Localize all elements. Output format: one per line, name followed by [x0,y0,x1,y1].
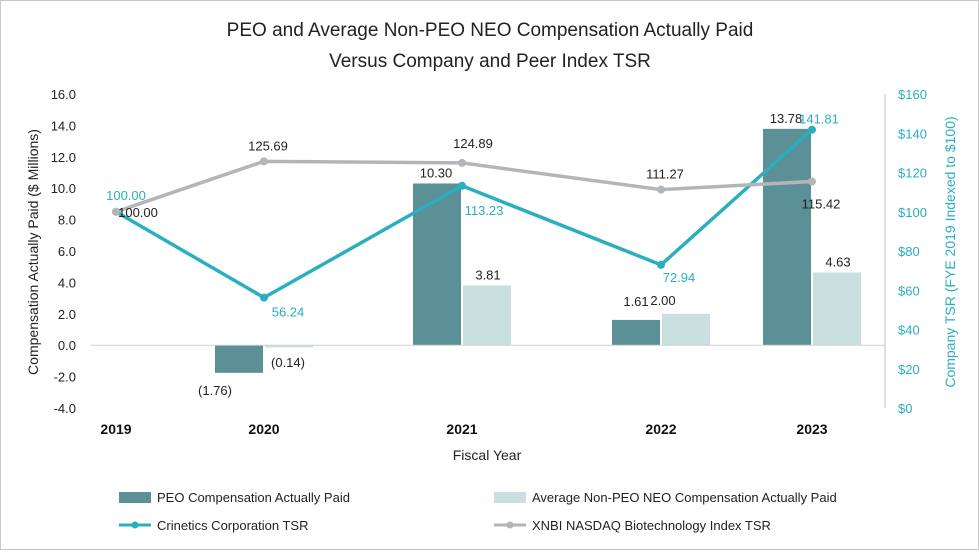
line-label-crinetics: 56.24 [272,305,305,320]
line-label-xnbi: 111.27 [646,167,684,182]
point-xnbi-tsr [657,185,665,194]
bar-non-peo [463,285,511,346]
y2-tick-label: $140 [898,126,927,141]
point-crinetics-tsr [458,181,466,190]
y2-tick-label: $40 [898,323,920,338]
legend-label-peo: PEO Compensation Actually Paid [157,490,350,505]
legend-label-crinetics: Crinetics Corporation TSR [157,518,308,533]
x-tick-label: 2023 [796,421,827,437]
line-label-crinetics: 100.00 [106,188,146,203]
bar-label-non-peo: 4.63 [825,255,850,270]
point-crinetics-tsr [260,293,268,302]
bar-peo [612,319,660,346]
line-label-crinetics: 141.81 [799,112,839,127]
y2-tick-label: $60 [898,283,920,298]
line-label-xnbi: 100.00 [118,205,158,220]
y2-tick-label: $0 [898,401,912,416]
bar-non-peo [265,345,313,348]
legend-label-xnbi: XNBI NASDAQ Biotechnology Index TSR [532,518,771,533]
bar-label-peo: (1.76) [198,383,232,398]
legend-marker-xnbi [506,521,514,529]
bar-label-peo: 13.78 [770,111,803,126]
line-label-xnbi: 115.42 [802,196,841,211]
line-label-xnbi: 124.89 [453,136,493,151]
point-crinetics-tsr [808,125,816,134]
y2-tick-label: $80 [898,244,920,259]
legend-swatch-non-peo [494,492,526,503]
y-tick-label: 6.0 [58,244,76,259]
bar-non-peo [813,272,861,346]
y-tick-label: 0.0 [58,338,76,353]
x-tick-label: 2021 [446,421,477,437]
legend-swatch-peo [119,492,151,503]
y2-axis-label: Company TSR (FYE 2019 Indexed to $100) [942,116,958,387]
chart-title-line-2: Versus Company and Peer Index TSR [329,51,651,72]
y-tick-label: 8.0 [58,213,76,228]
line-label-xnbi: 125.69 [248,138,288,153]
legend-label-non-peo: Average Non-PEO NEO Compensation Actuall… [532,490,837,505]
line-label-crinetics: 72.94 [663,270,696,285]
bar-label-non-peo: (0.14) [271,355,305,370]
y-tick-label: 10.0 [51,181,76,196]
bar-non-peo [662,313,710,346]
y-tick-label: 4.0 [58,275,76,290]
point-xnbi-tsr [112,207,120,216]
legend-marker-crinetics [131,521,139,529]
bar-label-non-peo: 3.81 [475,267,500,282]
y2-tick-label: $160 [898,87,927,102]
y-tick-label: 14.0 [51,118,76,133]
x-tick-label: 2022 [645,421,676,437]
y-axis-label: Compensation Actually Paid ($ Millions) [25,129,41,375]
point-crinetics-tsr [657,260,665,269]
chart-title-line-1: PEO and Average Non-PEO NEO Compensation… [227,20,754,41]
y-tick-label: 16.0 [51,87,76,102]
point-xnbi-tsr [808,177,816,186]
bar-label-peo: 1.61 [623,294,648,309]
x-axis-label: Fiscal Year [453,447,522,463]
y2-tick-label: $120 [898,166,927,181]
y-tick-label: -2.0 [54,370,76,385]
y-tick-label: 2.0 [58,307,76,322]
legend: PEO Compensation Actually Paid Average N… [119,490,837,533]
point-xnbi-tsr [260,157,268,166]
bar-label-peo: 10.30 [420,165,453,180]
y2-tick-label: $100 [898,205,927,220]
x-tick-label: 2020 [248,421,279,437]
y2-tick-label: $20 [898,362,920,377]
line-label-crinetics: 113.23 [465,203,504,218]
y-tick-label: 12.0 [51,150,76,165]
point-xnbi-tsr [458,158,466,167]
bar-peo [215,345,263,373]
y-tick-label: -4.0 [54,401,76,416]
x-tick-label: 2019 [100,421,131,437]
bar-label-non-peo: 2.00 [650,293,675,308]
bar-peo [763,128,811,346]
